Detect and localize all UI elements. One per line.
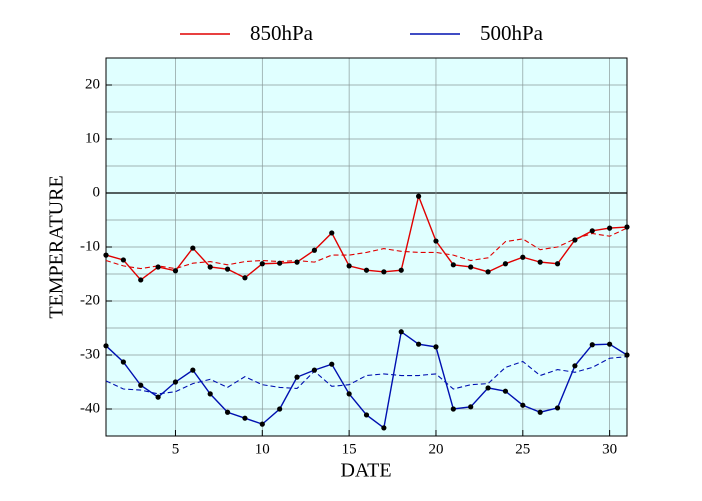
marker [520, 254, 526, 260]
marker [398, 267, 404, 273]
legend-label: 500hPa [480, 21, 544, 45]
plot-frame [105, 57, 628, 437]
marker [224, 266, 231, 272]
dashed-line [105, 227, 628, 270]
marker [537, 409, 543, 415]
y-tick-label: -30 [80, 346, 100, 362]
marker [172, 268, 179, 274]
marker [572, 363, 578, 369]
y-tick-label: -40 [80, 400, 100, 416]
marker [138, 277, 144, 283]
marker [311, 367, 317, 373]
x-tick-label: 5 [172, 441, 180, 457]
dashed-line [105, 356, 628, 395]
marker [259, 261, 265, 267]
marker [485, 269, 491, 275]
marker [259, 421, 265, 427]
marker [537, 259, 543, 265]
marker [224, 409, 231, 415]
marker [294, 374, 300, 380]
y-tick-label: -10 [80, 238, 100, 254]
marker [624, 224, 630, 230]
marker [468, 404, 474, 410]
marker [381, 425, 387, 431]
x-tick-label: 10 [255, 441, 270, 457]
marker [155, 264, 161, 270]
marker [346, 391, 352, 397]
marker [190, 245, 196, 251]
marker [207, 391, 213, 397]
marker [433, 238, 439, 244]
y-tick-label: 20 [85, 76, 100, 92]
x-tick-label: 30 [602, 441, 617, 457]
marker [207, 264, 213, 270]
x-tick-label: 15 [342, 441, 357, 457]
marker [502, 388, 509, 394]
marker [329, 230, 335, 236]
marker [398, 329, 404, 335]
x-tick-label: 25 [515, 441, 530, 457]
marker [450, 262, 456, 268]
marker [363, 412, 370, 418]
marker [120, 359, 126, 365]
marker [242, 275, 248, 281]
marker [554, 261, 561, 267]
marker [346, 263, 352, 269]
marker [607, 225, 613, 231]
marker [624, 352, 630, 358]
legend-label: 850hPa [250, 21, 314, 45]
marker [311, 247, 317, 253]
marker [242, 415, 248, 421]
y-tick-label: -20 [80, 292, 100, 308]
marker [103, 343, 109, 349]
marker [554, 405, 561, 411]
marker [520, 402, 526, 408]
marker [468, 264, 474, 270]
marker [363, 267, 370, 273]
marker [381, 269, 387, 275]
marker [277, 406, 283, 412]
y-axis-label: TEMPERATURE [46, 175, 68, 318]
marker [485, 385, 491, 391]
marker [572, 237, 578, 243]
marker [416, 341, 422, 347]
marker [277, 260, 283, 266]
marker [502, 261, 509, 267]
marker [589, 342, 595, 348]
marker [120, 257, 126, 263]
marker [433, 344, 439, 350]
y-tick-label: 0 [93, 184, 101, 200]
marker [190, 367, 196, 373]
marker [329, 361, 335, 367]
x-axis-label: DATE [340, 460, 391, 482]
marker [138, 382, 144, 388]
y-tick-label: 10 [85, 130, 100, 146]
marker [607, 341, 613, 347]
marker [172, 379, 179, 385]
x-tick-label: 20 [428, 441, 443, 457]
marker [450, 406, 456, 412]
marker [294, 259, 300, 265]
marker [103, 252, 109, 258]
marker [589, 228, 595, 234]
marker [416, 193, 422, 199]
marker [155, 394, 161, 400]
